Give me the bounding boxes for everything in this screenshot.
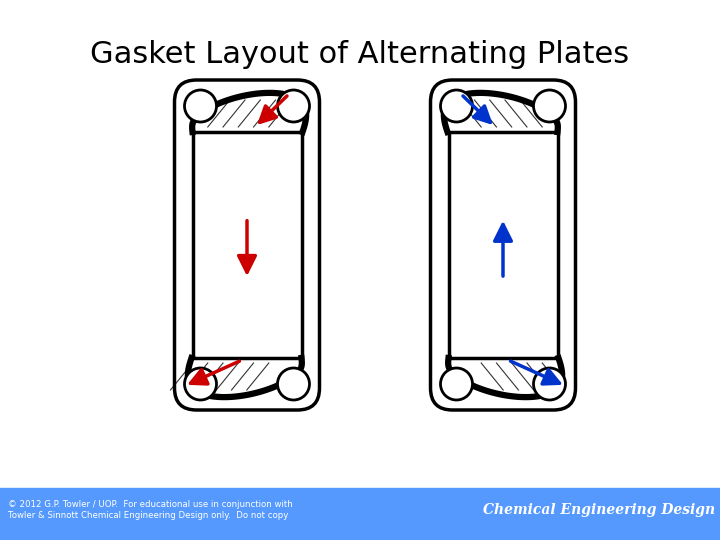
FancyBboxPatch shape (431, 80, 575, 410)
Circle shape (441, 90, 472, 122)
Circle shape (534, 90, 565, 122)
Bar (192, 132, 302, 358)
Circle shape (184, 368, 217, 400)
FancyBboxPatch shape (174, 80, 320, 410)
Circle shape (277, 368, 310, 400)
Circle shape (277, 90, 310, 122)
Circle shape (184, 90, 217, 122)
Text: Chemical Engineering Design: Chemical Engineering Design (483, 503, 715, 517)
Circle shape (441, 368, 472, 400)
Text: Gasket Layout of Alternating Plates: Gasket Layout of Alternating Plates (91, 40, 629, 69)
Circle shape (534, 368, 565, 400)
Text: © 2012 G.P. Towler / UOP.  For educational use in conjunction with
Towler & Sinn: © 2012 G.P. Towler / UOP. For educationa… (8, 500, 293, 519)
Bar (449, 132, 557, 358)
Bar (0, 488, 720, 540)
